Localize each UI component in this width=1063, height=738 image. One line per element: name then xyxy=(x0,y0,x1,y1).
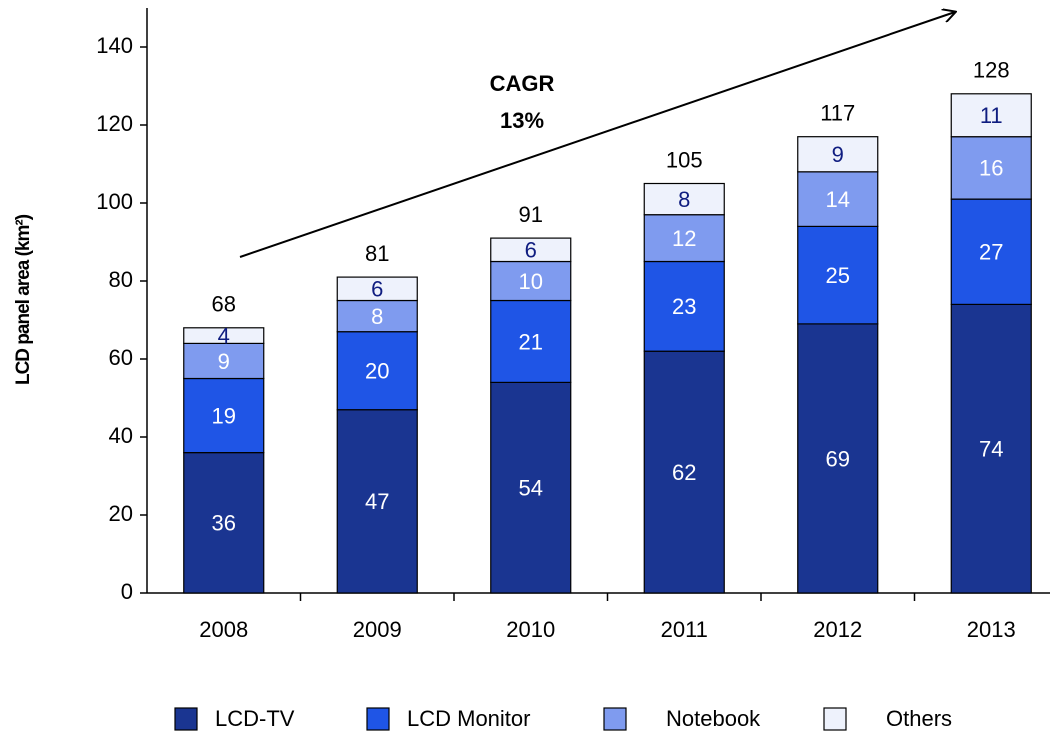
data-label: 16 xyxy=(979,156,1003,181)
y-tick-label: 60 xyxy=(109,345,133,370)
y-axis-label: LCD panel area (km²) xyxy=(13,214,34,385)
x-tick-label: 2008 xyxy=(199,617,248,642)
data-label: 20 xyxy=(365,359,389,384)
y-tick-label: 80 xyxy=(109,267,133,292)
x-tick-label: 2010 xyxy=(506,617,555,642)
annotation: 13% xyxy=(500,108,544,133)
data-label: 12 xyxy=(672,226,696,251)
total-label: 68 xyxy=(212,292,236,317)
data-label: 11 xyxy=(980,103,1003,128)
data-label: 8 xyxy=(678,187,690,212)
data-label: 47 xyxy=(365,489,389,514)
legend-swatch xyxy=(174,707,198,731)
bar-segment xyxy=(336,409,418,594)
x-tick-label: 2012 xyxy=(813,617,862,642)
y-tick-label: 40 xyxy=(109,423,133,448)
bar-segment xyxy=(490,299,572,384)
total-label: 105 xyxy=(666,147,703,172)
bar-segment xyxy=(950,198,1032,306)
bar-segment xyxy=(643,350,725,594)
bar-segment xyxy=(797,323,879,594)
total-label: 128 xyxy=(973,58,1010,83)
legend-label: LCD-TV xyxy=(215,706,295,731)
legend-swatch xyxy=(603,707,627,731)
y-tick-label: 120 xyxy=(96,111,133,136)
data-label: 62 xyxy=(672,460,696,485)
bar-segment xyxy=(336,331,418,411)
total-label: 117 xyxy=(820,101,855,126)
legend-swatch xyxy=(823,707,847,731)
total-label: 91 xyxy=(519,202,543,227)
bar-segment xyxy=(950,303,1032,594)
legend-label: Notebook xyxy=(666,706,761,731)
annotation: CAGR xyxy=(490,71,555,96)
data-label: 6 xyxy=(525,238,537,263)
data-label: 9 xyxy=(218,349,230,374)
bar-segment xyxy=(490,381,572,594)
y-tick-label: 100 xyxy=(96,189,133,214)
data-label: 21 xyxy=(519,329,543,354)
data-label: 8 xyxy=(371,304,383,329)
bar-segment xyxy=(490,237,572,263)
x-tick-label: 2009 xyxy=(353,617,402,642)
bar-segment xyxy=(183,327,265,344)
data-label: 6 xyxy=(371,277,383,302)
bar-segment xyxy=(336,276,418,302)
legend-label: LCD Monitor xyxy=(407,706,530,731)
bar-segment xyxy=(797,171,879,228)
data-label: 74 xyxy=(979,437,1003,462)
bar-segment xyxy=(183,377,265,454)
bar-segment xyxy=(183,452,265,594)
data-label: 19 xyxy=(212,403,236,428)
x-tick-label: 2011 xyxy=(661,617,708,642)
legend-swatch xyxy=(366,707,390,731)
total-label: 81 xyxy=(365,241,389,266)
trend-arrow xyxy=(239,12,955,258)
data-label: 23 xyxy=(672,294,696,319)
bar-segment xyxy=(797,225,879,325)
data-label: 14 xyxy=(826,187,850,212)
data-label: 36 xyxy=(212,511,236,536)
data-label: 4 xyxy=(218,323,230,348)
data-label: 25 xyxy=(826,263,850,288)
bar-segment xyxy=(797,136,879,173)
bar-segment xyxy=(950,136,1032,200)
bar-segment xyxy=(950,93,1032,138)
bar-segment xyxy=(643,182,725,216)
y-tick-label: 20 xyxy=(109,501,133,526)
bar-segment xyxy=(183,342,265,380)
x-tick-label: 2013 xyxy=(967,617,1016,642)
data-label: 69 xyxy=(826,446,850,471)
data-label: 9 xyxy=(832,142,844,167)
data-label: 54 xyxy=(519,476,543,501)
legend-label: Others xyxy=(886,706,952,731)
data-label: 27 xyxy=(979,240,1003,265)
data-label: 10 xyxy=(519,269,543,294)
y-tick-label: 140 xyxy=(96,33,133,58)
y-tick-label: 0 xyxy=(121,579,133,604)
bar-segment xyxy=(336,299,418,333)
